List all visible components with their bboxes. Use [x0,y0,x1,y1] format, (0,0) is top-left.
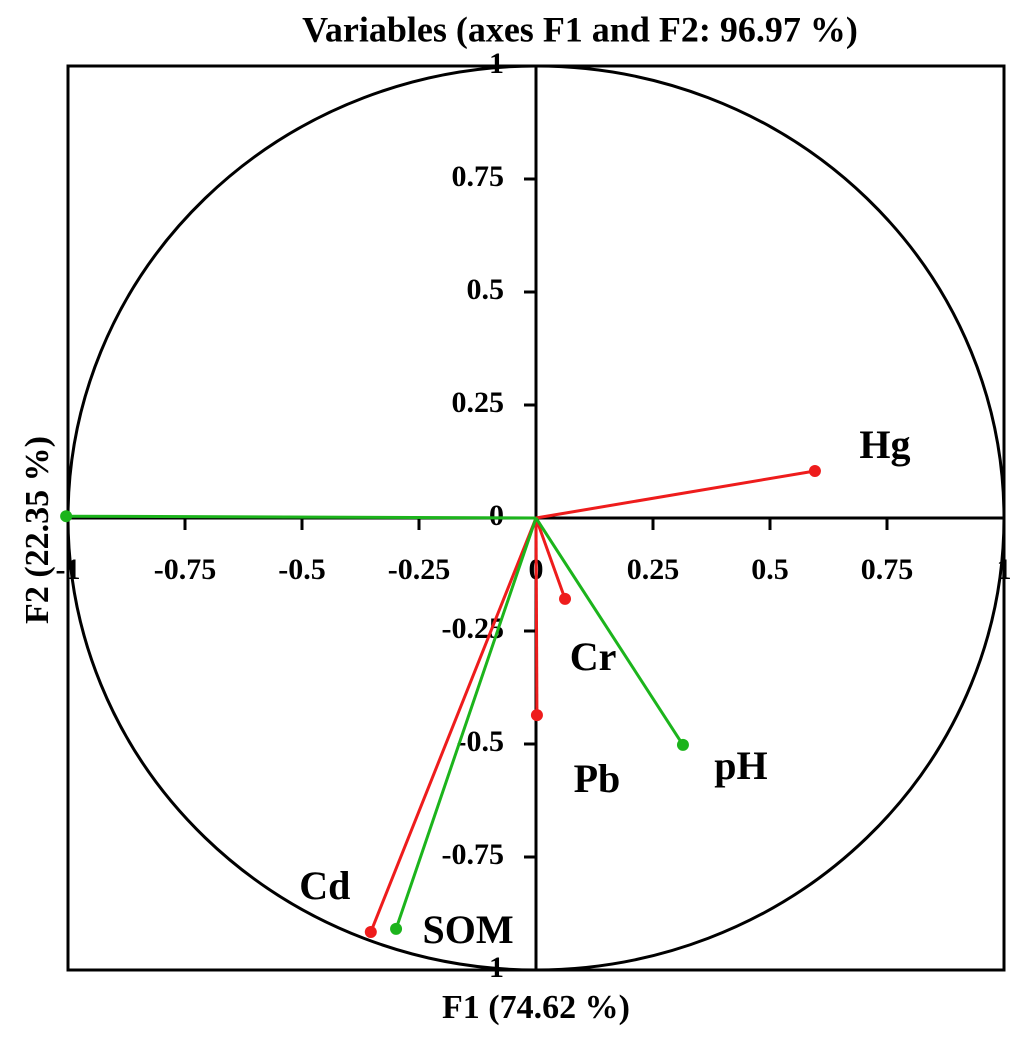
variable-label: Hg [859,422,910,467]
vector-point [559,592,572,605]
y-axis-label: F2 (22.35 %) [19,436,56,624]
variable-label: SOM [423,907,514,952]
vector [66,514,537,520]
y-tick-label: -0.75 [442,838,505,871]
vector [535,469,816,520]
variable-label: Cd [299,863,350,908]
vector-point [530,709,543,722]
y-tick-label: 0.5 [467,273,505,306]
vector [369,517,538,933]
y-tick-label: 0 [489,499,504,532]
x-tick-label: 1 [997,553,1012,586]
variable-label: pH [714,743,767,788]
x-tick-label: -0.75 [154,553,217,586]
vector [394,517,538,930]
x-tick-label: -0.5 [278,553,326,586]
vector-point [60,510,73,523]
x-tick-label: 0.75 [861,553,914,586]
vector-point [390,922,403,935]
variable-label: Cr [570,634,617,679]
vector-point [808,464,821,477]
vector [534,517,685,746]
vector-point [364,926,377,939]
x-tick-label: 0.5 [751,553,789,586]
variable-label: Pb [574,756,621,801]
y-tick-label: 0.25 [452,386,505,419]
y-tick-label: 1 [489,47,504,80]
vector [534,517,539,716]
x-tick-label: -0.25 [388,553,451,586]
x-tick-label: 0.25 [627,553,680,586]
y-tick-label: -1 [479,951,504,984]
vector [534,517,567,600]
x-axis-label: F1 (74.62 %) [442,989,630,1026]
chart-title: Variables (axes F1 and F2: 96.97 %) [302,9,858,49]
y-tick-label: 0.75 [452,160,505,193]
vector-point [676,738,689,751]
x-tick-label: -1 [56,553,81,586]
